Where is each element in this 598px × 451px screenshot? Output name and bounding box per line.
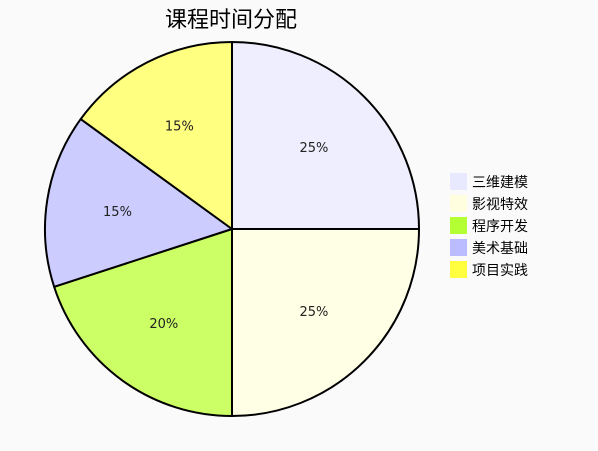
legend-swatch [450,173,467,190]
legend-swatch [450,239,467,256]
slice-value-label: 15% [103,205,132,220]
slice-value-label: 15% [165,120,194,135]
legend-label: 三维建模 [472,175,528,191]
slice-value-label: 25% [300,305,329,320]
slice-value-label: 20% [149,317,178,332]
legend-label: 程序开发 [472,219,528,235]
pie-slices [44,41,420,417]
chart-title: 课程时间分配 [165,8,297,33]
pie-slice [53,228,233,417]
pie-slice [79,41,233,230]
legend-label: 项目实践 [472,263,528,279]
legend-swatch [450,195,467,212]
pie-slice [44,118,233,288]
pie-slice [231,41,420,230]
legend-swatch [450,261,467,278]
legend-label: 影视特效 [472,197,528,213]
legend-label: 美术基础 [472,240,528,257]
slice-value-label: 25% [300,141,329,156]
legend-swatch [450,217,467,234]
pie-slice [231,228,420,417]
pie-labels: 25% 25% 20% 15% 15% [103,120,328,332]
